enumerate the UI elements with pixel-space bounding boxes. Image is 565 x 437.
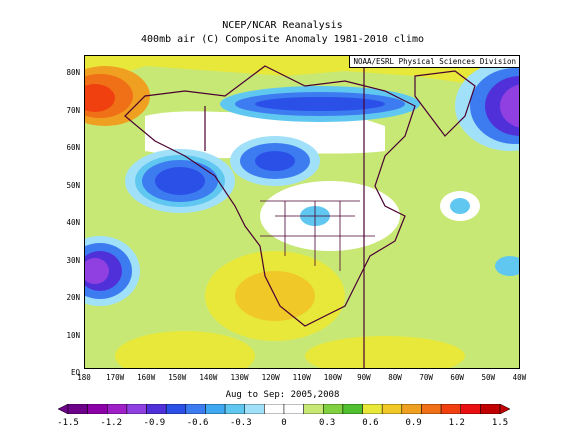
colorbar-label: -0.3 <box>229 418 252 428</box>
latitude-label: 40N <box>66 218 80 227</box>
colorbar-swatch <box>460 404 481 414</box>
colorbar-label: -1.5 <box>57 418 79 428</box>
longitude-label: 160W <box>137 373 156 382</box>
colorbar-label: 1.5 <box>491 418 509 428</box>
colorbar-label: -0.6 <box>186 418 209 428</box>
date-range-label: Aug to Sep: 2005,2008 <box>225 390 340 400</box>
longitude-label: 90W <box>357 373 371 382</box>
colorbar-swatch <box>440 404 461 414</box>
latitude-label: EQ <box>70 368 80 377</box>
colorbar-left-arrow <box>58 404 69 414</box>
colorbar-swatch <box>185 404 206 414</box>
latitude-label: 80N <box>66 68 80 77</box>
colorbar-swatch <box>401 404 422 414</box>
colorbar-swatch <box>342 404 363 414</box>
colorbar-label: 1.2 <box>448 418 465 428</box>
longitude-label: 150W <box>168 373 187 382</box>
colorbar-swatch <box>480 404 501 414</box>
longitude-label: 170W <box>106 373 125 382</box>
colorbar-swatch <box>283 404 304 414</box>
longitude-label: 70W <box>419 373 433 382</box>
longitude-label: 80W <box>388 373 402 382</box>
colorbar-swatch <box>126 404 147 414</box>
colorbar-swatch <box>381 404 403 414</box>
title-line-1: NCEP/NCAR Reanalysis <box>222 20 343 31</box>
anomaly-map: NOAA/ESRL Physical Sciences Division <box>84 55 520 369</box>
latitude-label: 10N <box>66 330 80 340</box>
latitude-label: 20N <box>66 293 80 302</box>
colorbar-swatch <box>421 404 442 414</box>
colorbar-swatch <box>165 404 187 414</box>
anomaly-field <box>85 56 519 368</box>
colorbar-label: 0.6 <box>362 418 379 428</box>
colorbar-swatch <box>107 404 128 414</box>
colorbar <box>58 404 510 414</box>
colorbar-label: 0.3 <box>319 418 336 428</box>
colorbar-swatch <box>244 404 265 414</box>
colorbar-swatch <box>224 404 245 414</box>
colorbar-swatch <box>323 404 344 414</box>
colorbar-swatch <box>87 404 108 414</box>
longitude-label: 130W <box>230 373 249 382</box>
credit-label: NOAA/ESRL Physical Sciences Division <box>349 56 519 68</box>
colorbar-right-arrow <box>499 404 510 414</box>
colorbar-label: 0 <box>281 418 287 428</box>
longitude-label: 40W <box>512 373 527 382</box>
colorbar-swatch <box>67 404 88 414</box>
longitude-label: 60W <box>450 373 464 382</box>
title-line-2: 400mb air (C) Composite Anomaly 1981-201… <box>141 34 424 45</box>
longitude-label: 100W <box>323 373 342 382</box>
colorbar-swatch <box>264 404 285 414</box>
longitude-label: 50W <box>481 373 496 382</box>
latitude-label: 30N <box>66 255 80 265</box>
longitude-label: 140W <box>199 373 218 382</box>
latitude-label: 70N <box>66 105 80 115</box>
colorbar-swatch <box>362 404 383 414</box>
colorbar-label: 0.9 <box>405 418 422 428</box>
latitude-label: 50N <box>66 180 80 190</box>
longitude-label: 180 <box>77 373 91 382</box>
longitude-label: 110W <box>292 373 311 382</box>
colorbar-swatch <box>303 404 324 414</box>
latitude-label: 60N <box>66 143 80 152</box>
colorbar-swatch <box>205 404 226 414</box>
colorbar-label: -1.2 <box>100 418 123 428</box>
colorbar-label: -0.9 <box>143 418 166 428</box>
longitude-label: 120W <box>261 373 280 382</box>
colorbar-swatch <box>146 404 167 414</box>
